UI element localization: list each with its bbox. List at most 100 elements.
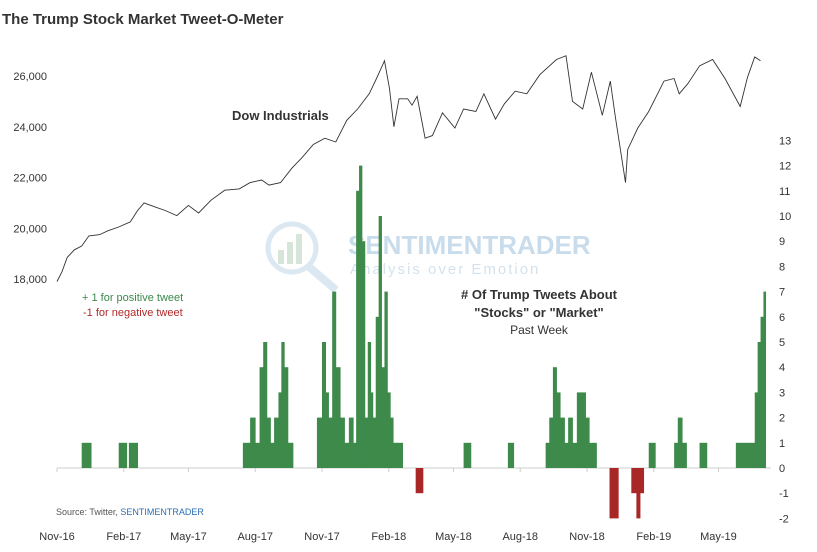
left-axis-tick-label: 20,000 bbox=[13, 223, 47, 235]
tweet-bar-positive bbox=[356, 190, 360, 469]
tweet-bar-positive bbox=[348, 417, 354, 468]
tweet-bar-positive bbox=[335, 367, 341, 468]
tweet-bar-positive bbox=[250, 417, 256, 468]
tweet-bar-positive bbox=[463, 442, 472, 468]
x-axis-tick-label: Nov-17 bbox=[304, 531, 339, 543]
x-axis-tick-label: Feb-19 bbox=[636, 531, 671, 543]
tweet-bar-positive bbox=[682, 442, 687, 468]
tweet-bar-positive bbox=[735, 442, 756, 468]
tweet-bar-positive bbox=[344, 442, 350, 468]
tweet-bar-positive bbox=[266, 417, 271, 468]
tweet-bar-negative bbox=[415, 468, 424, 494]
tweet-bar-positive bbox=[589, 442, 594, 468]
tweet-bar-positive bbox=[378, 216, 382, 468]
tweet-bar-positive bbox=[560, 417, 565, 468]
right-axis-tick-label: 12 bbox=[779, 161, 791, 173]
tweet-bar-positive bbox=[568, 417, 573, 468]
tweet-bar-positive bbox=[564, 442, 569, 468]
tweet-bar-positive bbox=[270, 442, 275, 468]
right-axis-tick-label: 11 bbox=[779, 186, 790, 198]
right-axis-tick-label: 13 bbox=[779, 135, 791, 147]
tweet-bar-positive bbox=[552, 367, 557, 468]
tweet-bar-positive bbox=[576, 392, 582, 468]
right-axis-tick-label: 6 bbox=[779, 312, 785, 324]
tweet-bar-positive bbox=[375, 316, 380, 468]
tweet-bar-positive bbox=[545, 442, 550, 468]
left-axis-tick-label: 24,000 bbox=[13, 122, 47, 134]
x-axis-tick-label: Feb-18 bbox=[371, 531, 406, 543]
legend-negative: -1 for negative tweet bbox=[83, 307, 183, 319]
tweet-bar-positive bbox=[370, 392, 374, 468]
x-axis: Nov-16 Feb-17 May-17 Aug-17 Nov-17 Feb-18 May-… bbox=[39, 467, 771, 543]
tweet-bar-positive bbox=[359, 165, 363, 468]
tweet-bar-negative bbox=[640, 468, 645, 494]
tweet-bar-positive bbox=[760, 316, 764, 468]
watermark-logo-handle bbox=[305, 262, 339, 294]
x-axis-tick-label: Aug-18 bbox=[502, 531, 537, 543]
tweet-bar-positive bbox=[549, 417, 554, 468]
tweet-bars bbox=[81, 165, 767, 519]
tweet-bar-positive bbox=[364, 417, 369, 468]
right-axis-tick-label: 9 bbox=[779, 236, 785, 248]
tweet-bar-positive bbox=[674, 442, 679, 468]
watermark-logo-bar-3 bbox=[296, 234, 302, 264]
tweet-bar-positive bbox=[396, 442, 404, 468]
tweet-bar-positive bbox=[332, 291, 337, 468]
tweet-bar-negative bbox=[636, 468, 641, 519]
x-axis-tick-label: Feb-17 bbox=[106, 531, 141, 543]
tweet-bar-positive bbox=[118, 442, 128, 468]
x-axis-tick-label: May-18 bbox=[435, 531, 472, 543]
x-axis-tick-label: Aug-17 bbox=[237, 531, 272, 543]
x-axis-tick-label: May-19 bbox=[700, 531, 737, 543]
left-axis-tick-label: 18,000 bbox=[13, 274, 47, 286]
right-axis-tick-label: 8 bbox=[779, 261, 785, 273]
x-axis-tick-label: Nov-16 bbox=[39, 531, 74, 543]
bar-label-line2: "Stocks" or "Market" bbox=[474, 305, 603, 320]
dow-label: Dow Industrials bbox=[232, 108, 329, 123]
watermark-logo-icon bbox=[265, 221, 319, 275]
right-axis-tick-label: 0 bbox=[779, 463, 785, 475]
right-axis-tick-label: 3 bbox=[779, 387, 785, 399]
right-axis-tick-label: 2 bbox=[779, 413, 785, 425]
tweet-bar-negative bbox=[631, 468, 637, 494]
tweet-bar-positive bbox=[281, 342, 285, 468]
tweet-bar-positive bbox=[585, 417, 590, 468]
tweet-bar-positive bbox=[384, 291, 388, 468]
x-axis-tick-label: Nov-18 bbox=[569, 531, 604, 543]
bar-label-line3: Past Week bbox=[510, 323, 569, 337]
tweet-bar-positive bbox=[325, 392, 329, 468]
tweet-bar-positive bbox=[322, 342, 327, 468]
tweet-bar-positive bbox=[763, 291, 767, 468]
right-axis-tick-label: 10 bbox=[779, 211, 791, 223]
dow-line bbox=[56, 55, 761, 282]
right-axis-tick-label: 4 bbox=[779, 362, 785, 374]
tweet-bar-positive bbox=[278, 392, 282, 468]
source-note: Source: Twitter, SENTIMENTRADER bbox=[56, 507, 204, 517]
watermark-main: SENTIMENTRADER bbox=[348, 230, 591, 260]
right-axis-tick-label: 5 bbox=[779, 337, 785, 349]
tweet-bar-positive bbox=[316, 417, 323, 468]
tweet-bar-positive bbox=[361, 241, 366, 468]
right-axis-tick-label: -1 bbox=[779, 488, 789, 500]
tweet-bar-positive bbox=[263, 342, 268, 468]
legend-positive: + 1 for positive tweet bbox=[82, 292, 183, 304]
tweet-bar-positive bbox=[367, 342, 372, 468]
tweet-bar-positive bbox=[757, 342, 761, 468]
tweet-bar-positive bbox=[593, 442, 597, 468]
tweet-bar-positive bbox=[754, 392, 759, 468]
right-axis-tick-label: -2 bbox=[779, 513, 789, 525]
bar-label-line1: # Of Trump Tweets About bbox=[461, 287, 618, 302]
watermark-sub: Analysis over Emotion bbox=[350, 261, 540, 278]
watermark: SENTIMENTRADER Analysis over Emotion bbox=[265, 221, 591, 294]
tweet-bar-positive bbox=[677, 417, 683, 468]
left-axis-tick-label: 22,000 bbox=[13, 173, 47, 185]
chart-title: The Trump Stock Market Tweet-O-Meter bbox=[2, 11, 284, 28]
source-prefix: Source: Twitter, bbox=[56, 507, 120, 517]
tweet-bar-positive bbox=[648, 442, 656, 468]
tweet-bar-positive bbox=[556, 392, 561, 468]
tweet-bar-positive bbox=[381, 367, 385, 468]
tweet-bar-positive bbox=[372, 417, 377, 468]
tweet-bar-positive bbox=[390, 417, 394, 468]
tweet-bar-positive bbox=[255, 442, 260, 468]
